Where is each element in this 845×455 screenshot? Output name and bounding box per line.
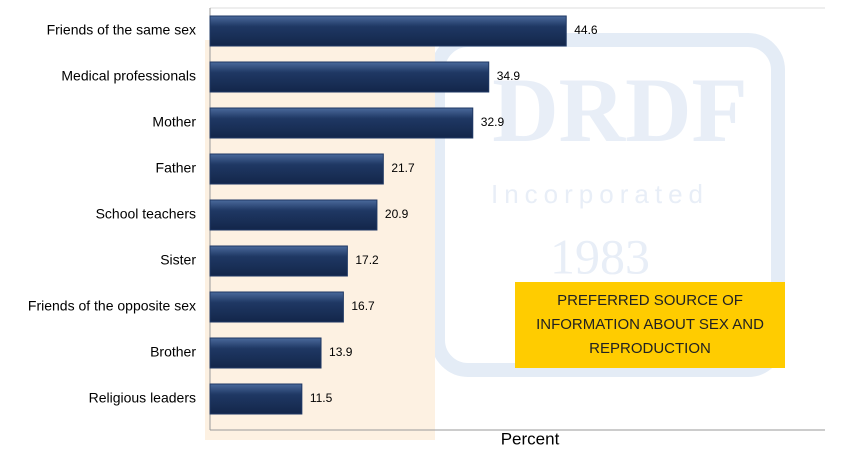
annotation-box [515,282,785,368]
bar [209,153,384,185]
category-label: Brother [150,344,196,360]
category-label: Religious leaders [89,390,196,406]
category-label: Mother [152,114,196,130]
value-label: 20.9 [385,207,409,221]
value-label: 17.2 [355,253,379,267]
category-label: School teachers [96,206,196,222]
category-label: Medical professionals [61,68,196,84]
bar [209,337,322,369]
bar [209,107,474,139]
watermark: Incorporated [491,179,709,209]
annotation: INFORMATION ABOUT SEX AND [536,316,764,333]
category-label: Friends of the opposite sex [28,298,196,314]
watermark: 1983 [550,228,650,284]
category-label: Sister [160,252,196,268]
value-label: 13.9 [329,345,353,359]
bar [209,61,490,93]
x-axis-label: Percent [501,429,560,448]
value-label: 21.7 [391,161,415,175]
value-label: 11.5 [310,391,333,405]
category-label: Friends of the same sex [47,22,196,38]
bar [209,15,567,47]
bar [209,291,344,323]
bar [209,199,378,231]
value-label: 44.6 [574,23,598,37]
watermark-block [205,40,435,440]
watermark: DRDF [492,59,748,161]
value-label: 34.9 [497,69,521,83]
annotation: PREFERRED SOURCE OF [557,292,743,309]
annotation: REPRODUCTION [589,340,711,357]
bar [209,245,348,277]
watermark-frame [431,33,785,377]
value-label: 32.9 [481,115,505,129]
bar [209,383,303,415]
value-label: 16.7 [351,299,375,313]
category-label: Father [156,160,197,176]
